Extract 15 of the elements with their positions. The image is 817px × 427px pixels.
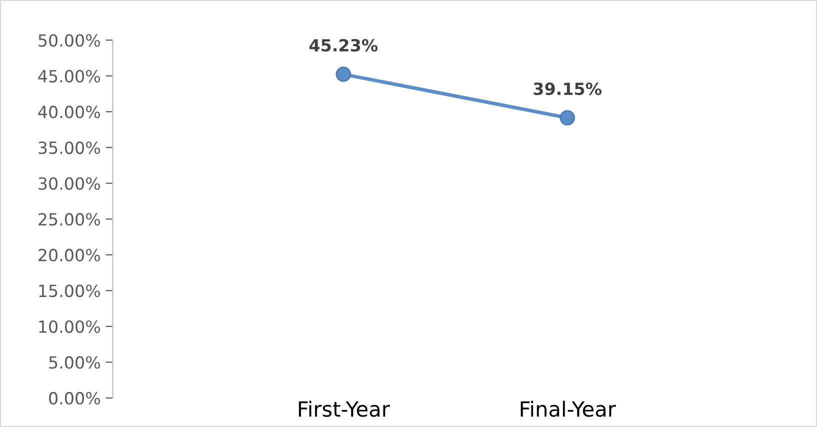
x-tick-label: Final-Year — [520, 400, 616, 417]
y-tick-label: 15.00% — [39, 284, 100, 298]
y-tick-label: 50.00% — [38, 34, 100, 47]
data-label: 45.23% — [309, 38, 378, 52]
y-tick-label: 30.00% — [38, 177, 100, 190]
y-tick-label: 10.00% — [39, 320, 100, 333]
y-tick-label: 35.00% — [38, 141, 100, 154]
y-tick-label: 40.00% — [38, 106, 100, 118]
y-tick-label: 25.00% — [38, 213, 100, 226]
y-tick-label: 20.00% — [38, 248, 100, 262]
data-label: 39.15% — [534, 82, 602, 96]
y-tick-label: 5.00% — [49, 356, 100, 369]
y-tick-label: 45.00% — [38, 70, 100, 82]
y-tick-label: 0.00% — [49, 392, 100, 405]
x-tick-label: First-Year — [298, 400, 390, 417]
